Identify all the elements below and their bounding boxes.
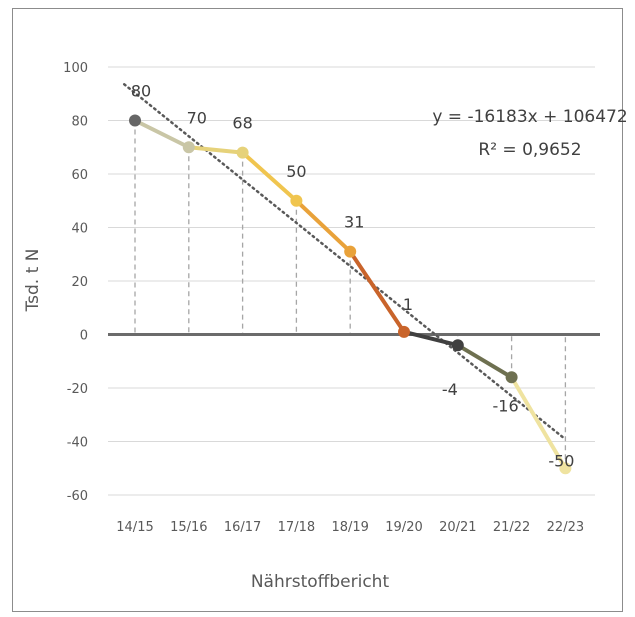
series-segment xyxy=(455,343,514,380)
series-segment xyxy=(348,249,406,334)
data-point xyxy=(129,114,141,127)
series-segment xyxy=(186,145,245,155)
x-tick-label: 21/22 xyxy=(493,520,530,535)
y-tick-label: 20 xyxy=(71,275,88,290)
x-axis-title: Nährstoffbericht xyxy=(251,572,390,592)
data-points xyxy=(129,114,572,475)
chart-frame xyxy=(12,8,623,612)
drop-lines xyxy=(134,120,567,469)
data-point xyxy=(398,325,410,338)
x-tick-label: 16/17 xyxy=(224,520,261,535)
y-tick-label: 100 xyxy=(63,61,88,76)
data-label: 31 xyxy=(344,213,364,232)
trendline-r-squared: R² = 0,9652 xyxy=(478,140,581,160)
series-line xyxy=(133,118,568,471)
x-tick-label: 17/18 xyxy=(278,520,315,535)
data-label: -16 xyxy=(493,396,519,415)
data-point xyxy=(182,141,195,154)
data-label: -4 xyxy=(442,380,458,399)
x-tick-label: 19/20 xyxy=(385,520,422,535)
y-tick-label: 40 xyxy=(71,222,88,237)
trendline-equation: y = -16183x + 106472 xyxy=(432,107,627,127)
data-label: 50 xyxy=(286,162,306,181)
data-label: 68 xyxy=(232,114,252,133)
x-tick-label: 20/21 xyxy=(439,520,476,535)
gridlines xyxy=(108,66,595,496)
x-tick-label: 18/19 xyxy=(331,520,368,535)
data-label: -50 xyxy=(548,451,574,470)
x-tick-label: 15/16 xyxy=(170,520,207,535)
data-label: 80 xyxy=(131,82,151,101)
data-point xyxy=(290,194,303,207)
x-tick-label: 14/15 xyxy=(116,520,153,535)
y-tick-label: -20 xyxy=(67,382,88,397)
series-segment xyxy=(240,150,299,203)
data-label: 70 xyxy=(187,108,207,127)
x-tick-labels: 14/15 15/16 16/17 17/18 18/19 19/20 20/21 21/22… xyxy=(116,520,584,535)
data-point xyxy=(451,339,464,352)
series-segment xyxy=(509,375,568,471)
y-tick-label: 80 xyxy=(71,115,88,130)
y-axis-title: Tsd. t N xyxy=(23,249,43,313)
y-tick-label: -60 xyxy=(67,489,88,504)
data-point xyxy=(559,462,572,475)
y-tick-label: 0 xyxy=(80,329,88,344)
trendline xyxy=(122,83,567,441)
series-segment xyxy=(133,118,191,150)
series-segment xyxy=(402,329,460,348)
data-labels: 80 70 68 50 31 1 -4 -16 -50 xyxy=(131,82,575,471)
data-point xyxy=(344,245,357,258)
trendline-path xyxy=(122,83,567,441)
x-tick-label: 22/23 xyxy=(547,520,584,535)
series-segment xyxy=(294,198,353,254)
y-tick-labels: -60 -40 -20 0 20 40 60 80 100 xyxy=(63,61,88,504)
data-label: 1 xyxy=(403,295,413,314)
data-point xyxy=(236,146,249,159)
y-tick-label: -40 xyxy=(67,436,88,451)
data-point xyxy=(505,371,518,384)
y-tick-label: 60 xyxy=(71,168,88,183)
